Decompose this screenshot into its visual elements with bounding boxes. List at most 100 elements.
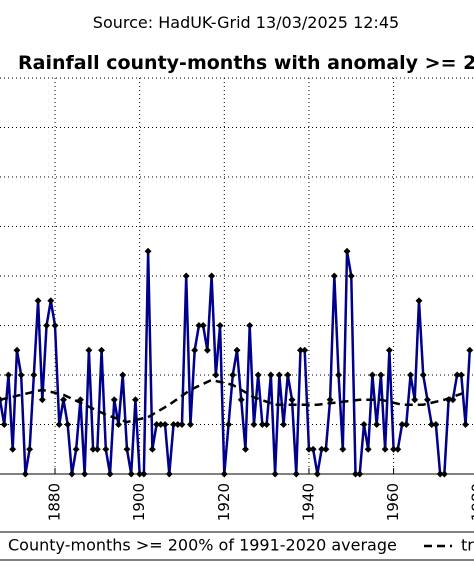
legend-label: County-months >= 200% of 1991-2020 avera… — [8, 536, 397, 555]
data-point — [9, 445, 17, 453]
data-point — [34, 297, 42, 305]
data-point — [119, 371, 127, 379]
x-tick-label: 1980 — [469, 483, 474, 521]
data-point — [110, 396, 118, 404]
x-tick-label: 1880 — [46, 483, 64, 521]
data-point — [246, 321, 254, 330]
data-point — [0, 420, 8, 429]
data-point — [17, 371, 25, 379]
data-point — [212, 371, 220, 379]
data-point — [309, 445, 317, 453]
data-point — [55, 420, 63, 429]
data-point — [140, 470, 148, 478]
data-point — [127, 470, 135, 478]
data-point — [254, 371, 262, 379]
data-point — [301, 346, 309, 354]
x-tick-label: 1920 — [215, 483, 233, 521]
data-point — [275, 371, 283, 379]
data-point — [229, 371, 237, 379]
data-point — [102, 445, 110, 453]
data-point — [165, 470, 173, 478]
data-point — [461, 420, 470, 429]
data-point — [4, 371, 13, 379]
data-point — [241, 445, 250, 453]
chart-title: Rainfall county-months with anomaly >= 2… — [18, 52, 474, 74]
data-point — [72, 445, 80, 453]
data-point — [26, 445, 34, 453]
data-point — [106, 470, 114, 478]
data-point — [208, 272, 216, 280]
data-point — [267, 371, 275, 379]
data-point — [406, 371, 415, 379]
data-point — [237, 396, 245, 404]
data-point — [432, 420, 440, 429]
data-point — [377, 371, 385, 379]
data-point — [385, 346, 393, 354]
data-point — [292, 470, 300, 478]
data-point — [381, 445, 389, 453]
data-point — [182, 272, 190, 280]
data-point — [466, 346, 474, 354]
chart-subtitle: Source: HadUK-Grid 13/03/2025 12:45 — [93, 13, 399, 32]
data-point — [415, 297, 423, 305]
data-point — [288, 396, 296, 404]
data-point — [356, 470, 364, 478]
data-point — [203, 346, 211, 354]
data-point — [360, 420, 368, 429]
data-point — [263, 420, 271, 429]
data-point — [343, 247, 351, 255]
data-point — [347, 272, 355, 280]
data-point — [199, 321, 207, 330]
data-point — [131, 396, 139, 404]
data-point — [423, 396, 431, 404]
data-point — [144, 247, 152, 255]
x-tick-label: 1940 — [299, 483, 317, 521]
data-point — [364, 445, 372, 453]
data-point — [93, 445, 101, 453]
data-point — [411, 396, 419, 404]
data-point — [402, 420, 410, 429]
data-point — [161, 420, 169, 429]
data-point — [457, 371, 465, 379]
data-point — [394, 445, 402, 453]
data-point — [233, 346, 241, 354]
data-point — [51, 321, 59, 330]
data-point — [59, 396, 68, 404]
data-point — [13, 346, 21, 354]
data-point — [81, 470, 89, 478]
data-point — [271, 470, 279, 478]
data-point — [313, 470, 321, 478]
data-point — [68, 470, 76, 478]
data-point — [224, 420, 233, 429]
data-point — [330, 272, 338, 280]
data-point — [335, 371, 343, 379]
data-point — [373, 420, 381, 429]
data-point — [220, 470, 228, 478]
data-point — [98, 346, 106, 354]
data-point — [280, 420, 288, 429]
data-point — [148, 445, 156, 453]
data-point — [440, 470, 448, 478]
trend-line — [0, 378, 466, 424]
data-point — [64, 420, 72, 429]
data-point — [191, 346, 199, 354]
data-point — [30, 371, 38, 379]
data-point — [419, 371, 427, 379]
data-point — [186, 420, 194, 429]
legend-box — [0, 531, 474, 561]
data-point — [250, 420, 258, 429]
data-point — [114, 420, 123, 429]
data-point — [123, 445, 131, 453]
data-point — [21, 470, 29, 478]
data-line — [0, 250, 472, 476]
data-point — [85, 346, 93, 354]
x-tick-label: 1960 — [384, 483, 402, 521]
data-point — [216, 321, 224, 330]
data-point — [284, 371, 292, 379]
data-point — [322, 445, 330, 453]
x-tick-label: 1900 — [130, 483, 148, 521]
legend-label: tr — [461, 536, 474, 555]
data-point — [47, 297, 55, 305]
data-point — [178, 420, 186, 429]
